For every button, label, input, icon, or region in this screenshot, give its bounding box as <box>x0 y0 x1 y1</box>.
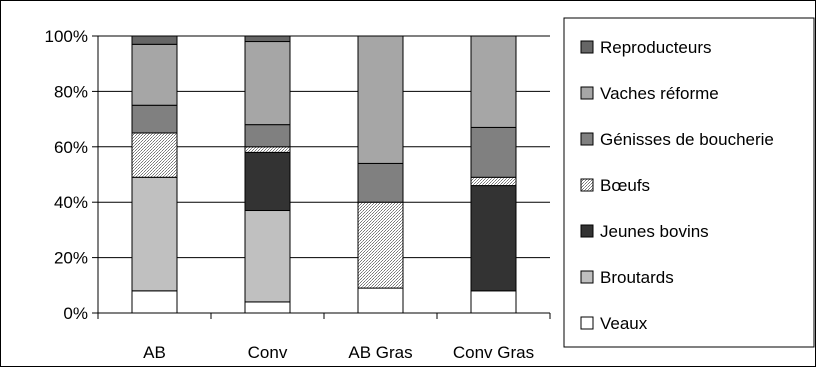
bar-segment <box>357 35 404 164</box>
bar-segment <box>244 151 291 212</box>
y-tick-label: 40% <box>54 193 88 212</box>
legend-swatch <box>580 40 594 54</box>
legend-label: Vaches réforme <box>600 84 719 103</box>
axes <box>92 35 551 319</box>
bar-segment <box>244 35 291 43</box>
legend-label: Génisses de boucherie <box>600 130 774 149</box>
legend: Reproducteurs Vaches réforme Génisses de b… <box>563 17 815 348</box>
legend-swatch <box>580 224 594 238</box>
bar-segment <box>131 132 178 178</box>
bar-segment <box>244 146 291 153</box>
bar-segment <box>470 35 517 128</box>
legend-label: Broutards <box>600 268 674 287</box>
legend-label: Bœufs <box>600 176 650 195</box>
y-tick-label: 100% <box>45 27 88 46</box>
bar-segment <box>131 104 178 134</box>
legend-swatch <box>580 86 594 100</box>
y-tick-label: 20% <box>54 249 88 268</box>
legend-label: Jeunes bovins <box>600 222 709 241</box>
bar-segment <box>470 176 517 187</box>
x-tick-labels: AB Conv AB Gras Conv Gras <box>143 343 534 362</box>
legend-swatch <box>580 270 594 284</box>
y-tick-label: 0% <box>63 304 88 323</box>
bar-segment <box>357 201 404 289</box>
bar-segment <box>244 41 291 126</box>
bar-segment <box>470 290 517 314</box>
bar-segment <box>357 162 404 203</box>
bar-segment <box>131 290 178 314</box>
bar-segment <box>244 124 291 148</box>
bar-segment <box>470 185 517 292</box>
x-tick-label: AB Gras <box>348 343 412 362</box>
bars <box>131 35 517 314</box>
legend-swatch <box>580 316 594 330</box>
bar-segment <box>470 126 517 178</box>
legend-label: Reproducteurs <box>600 38 712 57</box>
x-tick-label: Conv <box>248 343 288 362</box>
bar-segment <box>131 43 178 106</box>
bar-segment <box>357 287 404 314</box>
bar-segment <box>244 301 291 314</box>
y-tick-label: 80% <box>54 82 88 101</box>
legend-label: Veaux <box>600 314 648 333</box>
y-tick-labels: 0% 20% 40% 60% 80% 100% <box>45 27 88 323</box>
x-tick-label: AB <box>143 343 166 362</box>
bar-segment <box>131 35 178 45</box>
x-tick-label: Conv Gras <box>453 343 534 362</box>
legend-box <box>563 17 815 348</box>
y-tick-label: 60% <box>54 138 88 157</box>
legend-swatch <box>580 178 594 192</box>
bar-segment <box>131 176 178 292</box>
legend-swatch <box>580 132 594 146</box>
bar-segment <box>244 210 291 303</box>
